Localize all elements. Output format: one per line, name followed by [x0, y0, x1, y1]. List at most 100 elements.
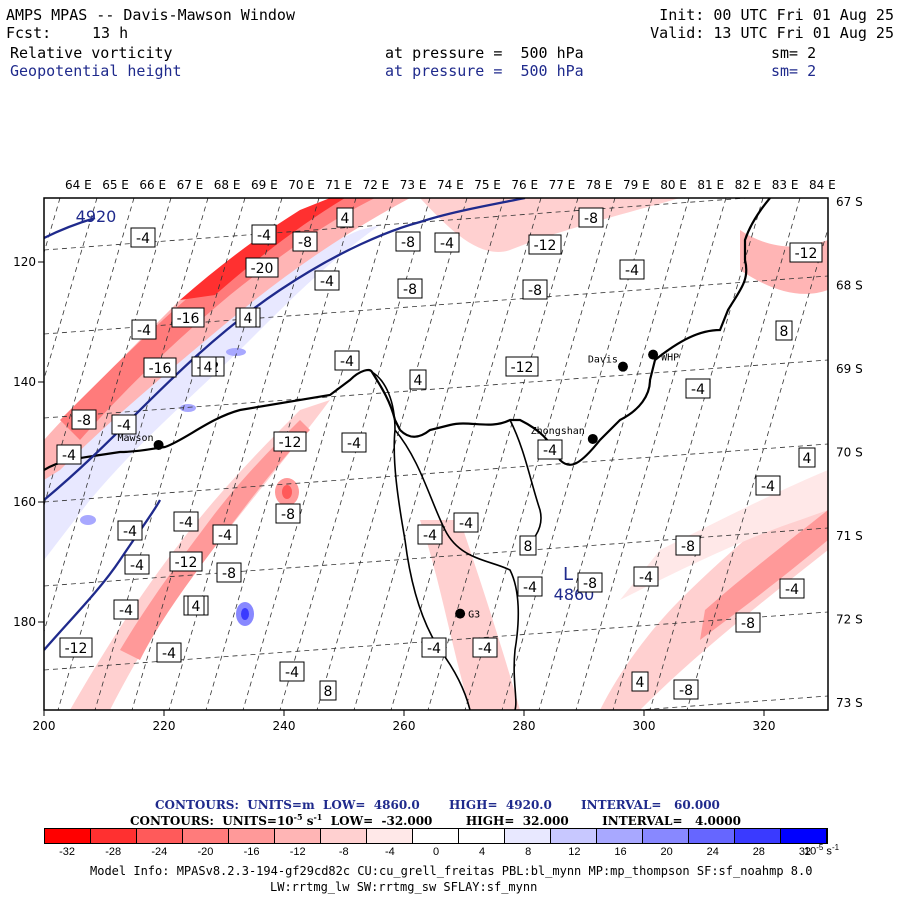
colorbar — [44, 828, 828, 844]
colorbar-tick-label: -20 — [197, 846, 214, 858]
vorticity-contour-label: -16 — [143, 357, 177, 378]
svg-text:-4: -4 — [625, 263, 639, 279]
plot-title: AMPS MPAS -- Davis-Mawson Window — [6, 6, 295, 24]
vorticity-contour-label: -16 — [171, 307, 205, 328]
init-time: Init: 00 UTC Fri 01 Aug 25 — [659, 6, 894, 24]
vorticity-contour-info-c: LOW= -32.000 HIGH= 32.000 INTERVAL= 4.00… — [322, 814, 741, 828]
svg-text:-12: -12 — [795, 246, 818, 262]
vorticity-contour-exp2: -1 — [313, 812, 323, 822]
colorbar-ticks: -32 -28 -24 -20 -16 -12 -8 -4 0 4 8 12 16 20 24 28 32 — [0, 846, 900, 860]
svg-text:-4: -4 — [459, 516, 473, 532]
colorbar-swatch — [505, 829, 551, 843]
colorbar-swatch — [367, 829, 413, 843]
svg-text:-4: -4 — [423, 528, 437, 544]
lon-label: 72 E — [363, 178, 390, 192]
colorbar-tick-label: 28 — [752, 846, 765, 858]
colorbar-units-exp: -5 — [816, 843, 824, 852]
colorbar-tick-label: 4 — [479, 846, 486, 858]
vorticity-contour-label: -8 — [395, 231, 421, 252]
colorbar-swatch — [183, 829, 229, 843]
station-marker — [648, 349, 659, 360]
svg-text:-4: -4 — [162, 646, 176, 662]
vorticity-contour-label: -4 — [417, 524, 443, 545]
negative-band-e — [620, 470, 828, 600]
vorticity-contour-label: 4 — [199, 356, 217, 377]
lon-label: 66 E — [139, 178, 166, 192]
vorticity-contour-label: -8 — [397, 278, 423, 299]
svg-text:-12: -12 — [279, 435, 302, 451]
svg-text:-4: -4 — [691, 382, 705, 398]
svg-text:-12: -12 — [175, 555, 198, 571]
vorticity-contour-label: -4 — [434, 232, 460, 253]
y-tick-label: 120 — [13, 255, 36, 269]
vorticity-contour-label: 4 — [239, 307, 257, 328]
vorticity-contour-label: 4 — [336, 207, 354, 228]
vorticity-contour-label: -4 — [131, 319, 157, 340]
y-tick-label: 140 — [13, 375, 36, 389]
lon-label: 78 E — [586, 178, 613, 192]
svg-text:-4: -4 — [440, 236, 454, 252]
svg-text:4: 4 — [204, 360, 213, 376]
vorticity-contour-label: -4 — [279, 661, 305, 682]
field2-smoothing: sm= 2 — [771, 62, 817, 80]
lon-label: 83 E — [772, 178, 799, 192]
vorticity-contour-label: -4 — [517, 576, 543, 597]
x-tick-label: 200 — [33, 719, 56, 733]
field1-level: at pressure = 500 hPa — [385, 44, 584, 62]
svg-text:-12: -12 — [511, 360, 534, 376]
vorticity-contour-label: -4 — [633, 566, 659, 587]
station-label: Davis — [588, 355, 618, 366]
colorbar-swatch — [597, 829, 643, 843]
vorticity-contour-label: -4 — [537, 439, 563, 460]
svg-text:-12: -12 — [65, 641, 88, 657]
colorbar-tick-label: -12 — [289, 846, 306, 858]
lon-label: 67 E — [177, 178, 204, 192]
colorbar-swatch — [459, 829, 505, 843]
svg-text:-8: -8 — [583, 576, 597, 592]
svg-text:-4: -4 — [117, 418, 131, 434]
low-pressure-symbol: L — [563, 564, 573, 585]
colorbar-swatch — [643, 829, 689, 843]
lon-label: 75 E — [474, 178, 501, 192]
svg-text:-4: -4 — [130, 558, 144, 574]
field1-smoothing: sm= 2 — [771, 44, 817, 62]
svg-text:-16: -16 — [177, 311, 200, 327]
svg-text:-8: -8 — [741, 616, 755, 632]
vorticity-contour-exp: -5 — [293, 812, 303, 822]
negative-vorticity-spot-core — [282, 485, 292, 499]
vorticity-contour-label: -12 — [59, 637, 93, 658]
colorbar-tick-label: 16 — [614, 846, 627, 858]
colorbar-tick-label: -24 — [151, 846, 168, 858]
forecast-label: Fcst: — [6, 24, 52, 42]
lat-label: 73 S — [836, 696, 863, 710]
positive-vorticity-spot-core — [241, 608, 249, 620]
station-marker — [153, 439, 164, 450]
x-tick-label: 280 — [513, 719, 536, 733]
vorticity-contour-label: -4 — [173, 511, 199, 532]
negative-band-se-core — [700, 510, 828, 640]
field2-level: at pressure = 500 hPa — [385, 62, 584, 80]
lon-label: 84 E — [809, 178, 836, 192]
colorbar-tick-label: 32 — [798, 846, 812, 858]
svg-text:-20: -20 — [251, 261, 274, 277]
vorticity-contour-label: -4 — [453, 512, 479, 533]
x-tick-label: 240 — [273, 719, 296, 733]
lon-label: 74 E — [437, 178, 464, 192]
svg-text:-8: -8 — [281, 507, 295, 523]
vorticity-contour-label: -8 — [673, 679, 699, 700]
vorticity-contour-label: -12 — [789, 242, 823, 263]
lon-label: 82 E — [735, 178, 762, 192]
svg-text:-8: -8 — [403, 282, 417, 298]
vorticity-contour-label: -4 — [156, 642, 182, 663]
model-info-line1: Model Info: MPASv8.2.3-194-gf29cd82c CU:… — [90, 864, 813, 878]
lon-label: 65 E — [102, 178, 129, 192]
svg-text:-4: -4 — [218, 528, 232, 544]
svg-text:4: 4 — [636, 675, 645, 691]
colorbar-units: 10-5 s-1 — [804, 843, 839, 858]
colorbar-swatch — [91, 829, 137, 843]
colorbar-tick-label: -16 — [243, 846, 260, 858]
lon-label: 79 E — [623, 178, 650, 192]
model-info-line2: LW:rrtmg_lw SW:rrtmg_sw SFLAY:sf_mynn — [270, 880, 538, 894]
vorticity-contour-label: -20 — [245, 257, 279, 278]
